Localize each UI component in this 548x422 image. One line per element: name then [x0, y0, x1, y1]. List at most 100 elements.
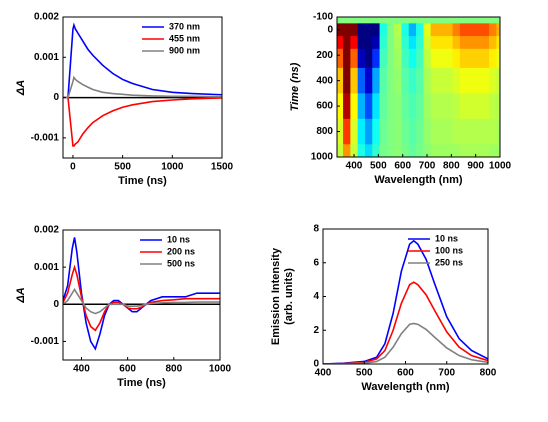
y-tick-label: 0: [313, 359, 319, 370]
heat-cell: [372, 36, 381, 50]
heat-cell: [394, 36, 402, 50]
heat-cell: [416, 118, 424, 145]
y-tick-label: 4: [313, 291, 319, 302]
heat-cell: [386, 67, 395, 94]
heat-cell: [416, 17, 424, 24]
heat-cell: [474, 36, 483, 50]
series-line: [323, 281, 488, 364]
heat-cell: [394, 144, 402, 157]
heat-cell: [350, 67, 359, 94]
heat-cell: [372, 144, 381, 157]
heat-cell: [343, 118, 351, 145]
x-axis-label: Time (ns): [117, 377, 166, 389]
heat-cell: [437, 93, 446, 120]
heat-cell: [343, 67, 351, 94]
panel: 400 500 600 700 800 0 2 4 6 8 Wavelength (nm) Emiss…: [270, 224, 497, 393]
panel: 400 500 600 700 800 900 1000 -1000 200 400 600 800 1…: [289, 12, 512, 186]
heat-cell: [337, 118, 344, 145]
heat-cell: [445, 48, 454, 69]
heat-cell: [401, 93, 410, 120]
legend-label: 100 ns: [435, 245, 463, 255]
heat-cell: [394, 48, 402, 69]
series-line: [63, 96, 222, 147]
heat-cell: [474, 67, 483, 94]
heat-cell: [394, 23, 402, 37]
heat-cell: [489, 93, 497, 120]
heat-cell: [357, 36, 366, 50]
heat-cell: [481, 48, 490, 69]
legend-label: 455 nm: [169, 33, 200, 43]
axes-frame: [62, 229, 221, 361]
heat-cell: [474, 118, 483, 145]
heat-cell: [423, 93, 432, 120]
y-tick-label: 8: [313, 224, 319, 235]
y-tick-label: 200: [316, 50, 333, 61]
y-tick-label: 0.002: [34, 12, 59, 23]
heat-cell: [416, 144, 424, 157]
y-tick-label: 600: [316, 101, 333, 112]
heat-cell: [372, 48, 381, 69]
heat-cell: [467, 144, 475, 157]
heat-cell: [467, 93, 475, 120]
heat-cell: [337, 36, 344, 50]
heat-cell: [357, 48, 366, 69]
heat-cell: [452, 93, 461, 120]
heat-cell: [489, 144, 497, 157]
heat-cell: [437, 144, 446, 157]
x-tick-label: 0: [70, 162, 76, 173]
heat-cell: [416, 67, 424, 94]
heat-cell: [350, 36, 359, 50]
heat-cell: [379, 36, 388, 50]
heat-cell: [394, 93, 402, 120]
heat-cell: [337, 67, 344, 94]
heat-cell: [386, 144, 395, 157]
heat-cell: [423, 67, 432, 94]
x-tick-label: 800: [480, 368, 497, 379]
x-tick-label: 1000: [209, 364, 232, 375]
heat-cell: [364, 118, 373, 145]
x-tick-label: 1000: [489, 161, 512, 172]
x-axis-label: Wavelength (nm): [361, 381, 450, 393]
heat-cell: [337, 23, 344, 37]
heat-cell: [357, 23, 366, 37]
legend-label: 10 ns: [435, 233, 458, 243]
heat-cell: [467, 67, 475, 94]
heat-cell: [372, 23, 381, 37]
heat-cell: [445, 67, 454, 94]
x-tick-label: 400: [315, 368, 332, 379]
heat-cell: [496, 144, 500, 157]
x-tick-label: 1500: [211, 162, 234, 173]
heat-cell: [408, 93, 417, 120]
x-tick-label: 700: [438, 368, 455, 379]
heat-cell: [459, 93, 468, 120]
heat-cell: [467, 36, 475, 50]
heat-cell: [408, 48, 417, 69]
heat-cell: [423, 23, 432, 37]
heat-cell: [401, 36, 410, 50]
heat-cell: [430, 23, 439, 37]
series-line: [63, 237, 220, 351]
heat-cell: [401, 17, 410, 24]
y-tick-label: 0: [53, 92, 59, 103]
heat-cell: [481, 67, 490, 94]
heat-cell: [337, 48, 344, 69]
heat-cell: [343, 48, 351, 69]
heat-cell: [496, 48, 500, 69]
heat-cell: [401, 48, 410, 69]
heat-cell: [350, 23, 359, 37]
heat-cell: [350, 118, 359, 145]
y-axis-label: ΔA: [15, 80, 27, 96]
heat-cell: [372, 93, 381, 120]
heat-cell: [337, 144, 344, 157]
heat-cell: [379, 67, 388, 94]
x-tick-label: 900: [467, 161, 484, 172]
heat-cell: [445, 36, 454, 50]
heat-cell: [481, 36, 490, 50]
heat-cell: [394, 17, 402, 24]
heat-cell: [452, 144, 461, 157]
heat-cell: [394, 118, 402, 145]
heat-cell: [481, 118, 490, 145]
x-axis-label: Wavelength (nm): [374, 174, 463, 186]
y-axis-label: Emission Intensity: [270, 247, 282, 345]
panel: 0 500 1000 1500 -0.001 0 0.001 0.002 Time (ns) ΔA…: [15, 12, 234, 187]
